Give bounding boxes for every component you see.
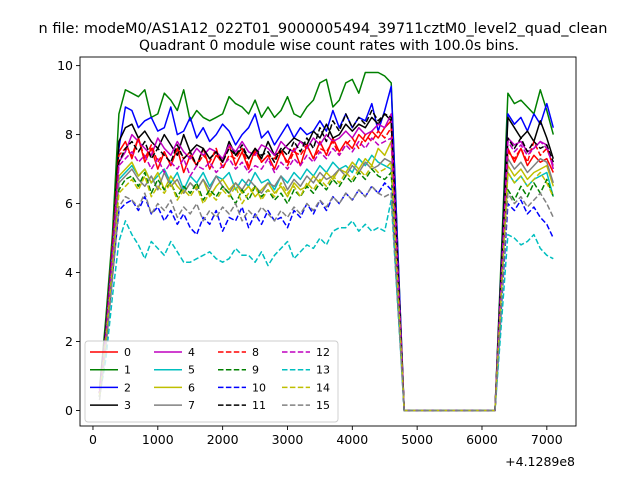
legend-label-0: 0: [124, 346, 131, 359]
y-tick-label: 0: [65, 403, 73, 418]
plot-lines: [98, 71, 555, 412]
y-tick-label: 6: [65, 196, 73, 211]
x-axis-ticks: 0 1000 2000 3000 4000 5000 6000 7000: [89, 426, 563, 447]
legend-label-10: 10: [252, 381, 266, 394]
series-line-13: [98, 199, 554, 412]
y-tick-label: 2: [65, 334, 73, 349]
figure-suptitle: n file: modeM0/AS1A12_022T01_9000005494_…: [39, 21, 608, 37]
series-line-10: [98, 182, 554, 412]
legend-label-14: 14: [316, 381, 330, 394]
y-axis-ticks: 0 2 4 6 8 10: [57, 58, 80, 418]
axes-frame: [79, 56, 577, 427]
series-line-15: [98, 185, 554, 412]
x-axis-offset-label: +4.1289e8: [505, 454, 575, 469]
legend-label-9: 9: [252, 364, 259, 377]
legend-label-2: 2: [124, 381, 131, 394]
legend-label-7: 7: [188, 399, 195, 412]
x-tick-label: 2000: [207, 432, 239, 447]
x-tick-label: 4000: [336, 432, 368, 447]
y-tick-label: 10: [57, 58, 73, 73]
legend-label-12: 12: [316, 346, 330, 359]
x-tick-label: 5000: [401, 432, 433, 447]
legend-label-15: 15: [316, 399, 330, 412]
legend-label-1: 1: [124, 364, 131, 377]
y-tick-label: 4: [65, 265, 73, 280]
x-tick-label: 0: [89, 432, 97, 447]
legend-label-13: 13: [316, 364, 330, 377]
chart-title: Quadrant 0 module wise count rates with …: [139, 38, 519, 54]
x-tick-label: 7000: [531, 432, 563, 447]
series-line-14: [98, 161, 554, 412]
series-line-8: [98, 126, 555, 412]
x-tick-label: 1000: [142, 432, 174, 447]
legend-label-6: 6: [188, 381, 195, 394]
legend-box: [84, 340, 339, 423]
legend-label-11: 11: [252, 399, 266, 412]
y-tick-label: 8: [65, 127, 73, 142]
legend-label-8: 8: [252, 346, 259, 359]
legend-label-5: 5: [188, 364, 195, 377]
legend-label-3: 3: [124, 399, 131, 412]
legend-label-4: 4: [188, 346, 195, 359]
x-tick-label: 6000: [466, 432, 498, 447]
x-tick-label: 3000: [272, 432, 304, 447]
